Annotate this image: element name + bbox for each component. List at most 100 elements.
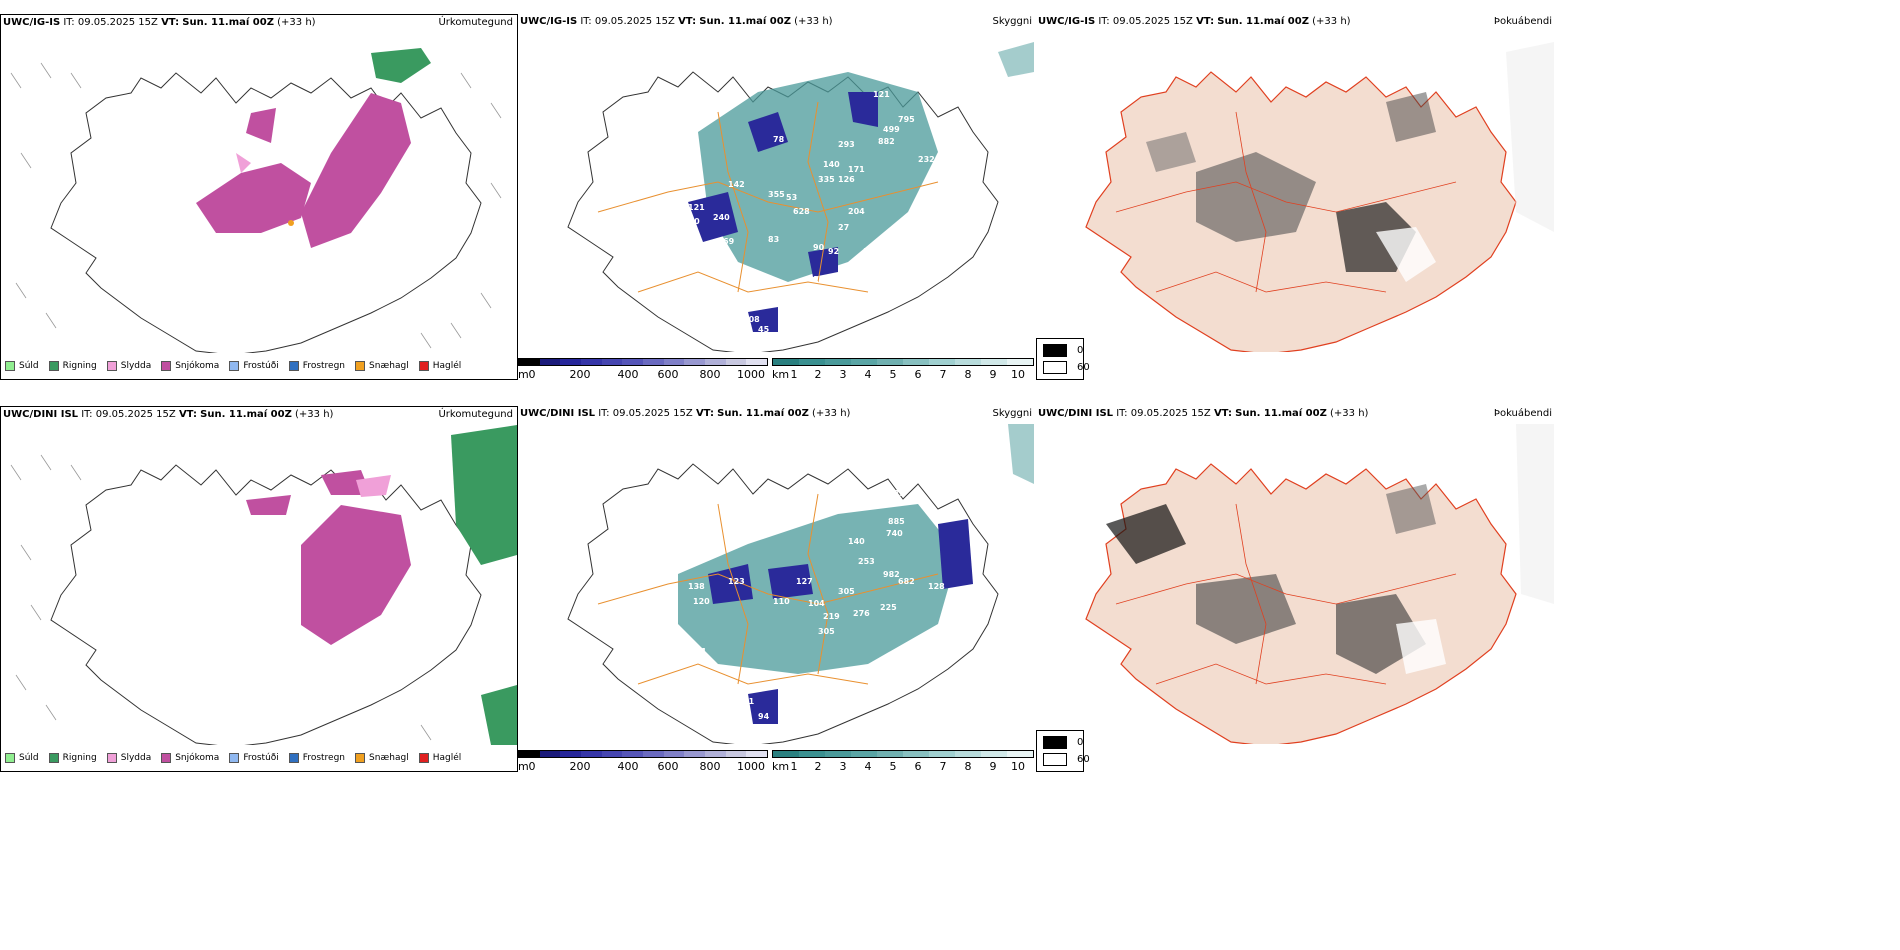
panel-header: UWC/DINI ISL IT: 09.05.2025 15Z VT: Sun.…	[520, 408, 851, 419]
colorbar-tick: 8	[964, 368, 972, 381]
cloud-label: 45	[758, 325, 770, 334]
panel-title: Úrkomutegund	[438, 409, 513, 420]
precip-panel-bottom: UWC/DINI ISL IT: 09.05.2025 15Z VT: Sun.…	[0, 406, 518, 772]
legend-swatch	[355, 753, 366, 763]
colorbar-tick: 0	[528, 760, 536, 773]
cloud-label: 121	[688, 203, 705, 212]
colorbar-unit: m	[518, 760, 529, 773]
legend-item: Snæhagl	[355, 753, 409, 763]
panel-header: UWC/DINI ISL IT: 09.05.2025 15Z VT: Sun.…	[3, 409, 334, 420]
fog-legend-item: 60	[1043, 361, 1090, 374]
colorbar-tick: 4	[864, 368, 872, 381]
cloud-label: 140	[848, 537, 865, 546]
legend-item: Frostregn	[288, 753, 345, 763]
legend-item: Frostúði	[229, 361, 279, 371]
cloud-panel-top: UWC/IG-IS IT: 09.05.2025 15Z VT: Sun. 11…	[518, 14, 1036, 380]
legend-swatch	[5, 753, 15, 763]
legend-item: Súld	[5, 361, 39, 371]
legend-swatch	[161, 753, 172, 763]
legend-item: Frostregn	[288, 361, 345, 371]
cloud-label: 127	[796, 577, 813, 586]
cloud-label: 232	[918, 155, 935, 164]
panel-header: UWC/DINI ISL IT: 09.05.2025 15Z VT: Sun.…	[1038, 408, 1369, 419]
cloud-label: 104	[808, 599, 825, 608]
cloud-label: 108	[743, 315, 760, 324]
legend-item: Snjókoma	[161, 361, 219, 371]
legend-item: Rigning	[48, 753, 97, 763]
cloud-label: 101	[690, 647, 707, 656]
fog-legend-item: 0	[1043, 344, 1083, 357]
panel-title: Skyggni	[992, 16, 1032, 27]
cloud-label: 110	[773, 597, 790, 606]
cloud-label: 171	[848, 165, 865, 174]
panel-header: UWC/IG-IS IT: 09.05.2025 15Z VT: Sun. 11…	[1038, 16, 1351, 27]
colorbar-tick: 3	[839, 368, 847, 381]
precip-map	[10, 48, 502, 353]
legend-swatch	[5, 361, 15, 371]
panel-header: UWC/IG-IS IT: 09.05.2025 15Z VT: Sun. 11…	[520, 16, 833, 27]
cloud-label: 682	[898, 577, 915, 586]
cloud-label: 121	[873, 90, 890, 99]
colorbar-unit: km	[772, 368, 790, 381]
cloud-label: 885	[888, 517, 905, 526]
cloud-label: 982	[883, 570, 900, 579]
cloud-label: 94	[758, 712, 770, 721]
cloud-label: 138	[688, 582, 705, 591]
fog-legend-top: 0 60	[1036, 338, 1090, 380]
cloud-label: 185	[888, 489, 905, 498]
colorbar-tick: 9	[989, 368, 997, 381]
cloud-label: 305	[818, 627, 835, 636]
cloud-label: 90	[813, 243, 825, 252]
legend-swatch	[106, 753, 117, 763]
fog-panel-top: UWC/IG-IS IT: 09.05.2025 15Z VT: Sun. 11…	[1036, 14, 1556, 380]
legend-swatch	[161, 361, 172, 371]
fog-panel-bottom: UWC/DINI ISL IT: 09.05.2025 15Z VT: Sun.…	[1036, 406, 1556, 772]
cloud-label: 83	[768, 235, 779, 244]
legend-swatch	[288, 753, 299, 763]
fog-legend-item: 0	[1043, 736, 1083, 749]
cloud-label: 131	[848, 489, 865, 498]
colorbar-tick: 1	[790, 760, 798, 773]
legend-swatch	[288, 361, 299, 371]
legend-item: Frostúði	[229, 753, 279, 763]
cloud-label: 69	[723, 237, 735, 246]
cloud-label: 180	[758, 487, 775, 496]
fog-legend-item: 60	[1043, 753, 1090, 766]
colorbar-tick: 0	[528, 368, 536, 381]
fog-swatch	[1043, 361, 1067, 374]
colorbar-strip	[518, 750, 768, 758]
cloud-label: 92	[828, 247, 839, 256]
colorbar-tick: 200	[569, 760, 591, 773]
colorbar-tick: 3	[839, 760, 847, 773]
cloud-label: 120	[693, 597, 710, 606]
panel-title: Þokuábendi	[1493, 408, 1552, 419]
cloud-label: 52	[843, 479, 854, 488]
cloud-label: 219	[823, 612, 840, 621]
colorbar-tick: 1000	[737, 760, 765, 773]
fog-map	[1085, 42, 1554, 352]
colorbar-tick: 800	[699, 760, 721, 773]
colorbar-height-bottom: m 0 200 400 600 800 1000	[518, 750, 768, 774]
colorbar-height-top: m 0 200 400 600 800 1000	[518, 358, 768, 382]
cloud-label: 75	[693, 285, 705, 294]
cloud-label: 204	[848, 207, 865, 216]
cloud-label: 740	[886, 529, 903, 538]
cloud-label: 293	[838, 140, 855, 149]
precip-legend: Súld Rigning Slydda Snjókoma Frostúði Fr…	[5, 753, 465, 763]
legend-swatch	[418, 753, 429, 763]
fog-swatch	[1043, 753, 1067, 766]
fog-map	[1085, 424, 1554, 744]
legend-swatch	[48, 753, 59, 763]
colorbar-tick: 5	[889, 368, 897, 381]
legend-item: Rigning	[48, 361, 97, 371]
cloud-label: 225	[880, 603, 897, 612]
cloud-label: 128	[928, 582, 945, 591]
colorbar-strip	[518, 358, 768, 366]
colorbar-tick: 6	[914, 368, 922, 381]
legend-item: Slydda	[106, 361, 151, 371]
legend-item: Snæhagl	[355, 361, 409, 371]
cloud-label: 795	[898, 115, 915, 124]
colorbar-tick: 2	[814, 760, 822, 773]
cloud-label: 499	[883, 125, 900, 134]
colorbar-tick: 400	[617, 760, 639, 773]
